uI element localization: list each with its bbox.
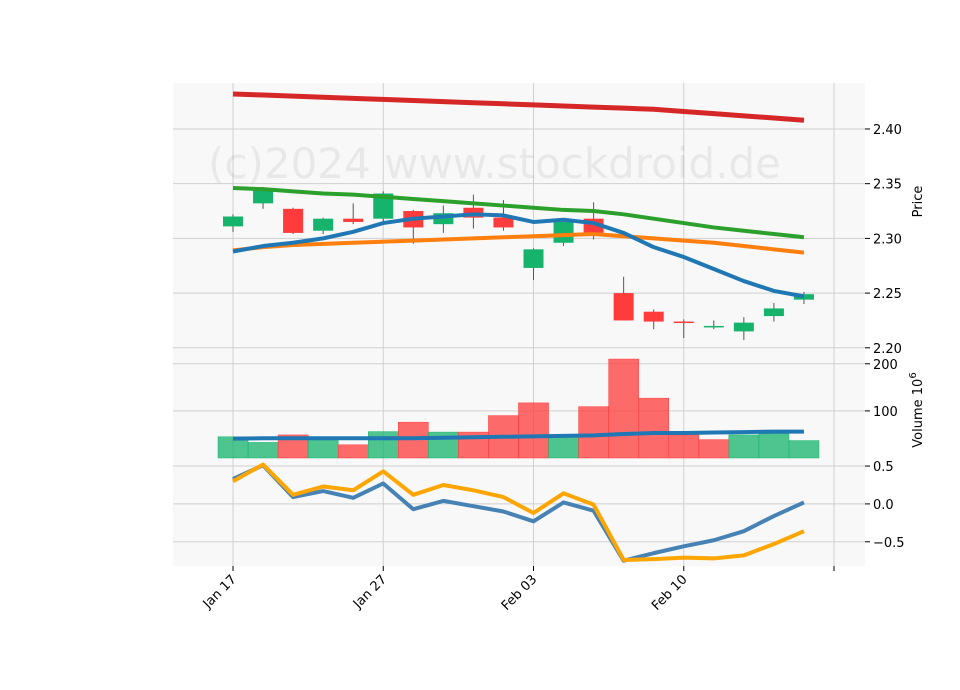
- x-axis: Jan 17 Jan 27 Feb 03 Feb 10: [200, 566, 835, 614]
- candle-up: [313, 218, 334, 231]
- oscillator-line: [232, 462, 805, 562]
- candle-up: [733, 322, 754, 332]
- volume-panel: 100 200 Volume 106: [173, 350, 926, 460]
- price-axis-label: Price: [911, 186, 926, 218]
- candle-down: [613, 293, 634, 321]
- volume-tick-label: 200: [873, 358, 898, 373]
- candle-up: [253, 188, 274, 204]
- oscillator-panel: −0.5 0.0 0.5: [173, 460, 905, 566]
- price-tick-label: 2.35: [873, 178, 902, 193]
- candle-up: [703, 325, 724, 328]
- moving-average-line: [232, 186, 805, 240]
- candle-up: [553, 221, 574, 243]
- volume-bar-up: [368, 431, 399, 459]
- candle-down: [343, 218, 364, 222]
- candle-up: [763, 308, 784, 317]
- candle-up: [793, 294, 814, 300]
- oscillator-line: [232, 463, 805, 563]
- candle-down: [643, 311, 664, 322]
- volume-bar-up: [247, 442, 279, 459]
- panel-background: [173, 460, 865, 566]
- volume-bar-up: [788, 440, 820, 459]
- volume-bar-up: [728, 434, 760, 459]
- volume-tick-label: 100: [873, 405, 898, 420]
- x-tick-label: Feb 03: [499, 572, 541, 614]
- moving-average-line: [232, 91, 805, 123]
- candle-down: [673, 321, 694, 324]
- volume-bar-down: [698, 439, 730, 459]
- volume-bar-down: [518, 402, 549, 459]
- watermark: (c)2024 www.stockdroid.de: [208, 139, 781, 188]
- price-tick-label: 2.20: [873, 342, 902, 357]
- volume-bar-up: [548, 436, 579, 459]
- candle-down: [493, 217, 514, 228]
- volume-bar-down: [337, 444, 369, 459]
- price-panel: 2.20 2.25 2.30 2.35 2.40 Price: [173, 83, 926, 357]
- x-tick-label: Feb 10: [649, 572, 691, 614]
- oscillator-tick-label: 0.5: [873, 460, 894, 475]
- moving-average-line: [232, 232, 805, 255]
- oscillator-tick-label: −0.5: [873, 536, 905, 551]
- price-tick-label: 2.30: [873, 232, 902, 247]
- candle-up: [523, 249, 544, 268]
- moving-average-line: [232, 212, 805, 299]
- candle-down: [283, 208, 304, 233]
- candle-up: [223, 216, 243, 227]
- volume-bar-down: [638, 397, 670, 459]
- oscillator-tick-label: 0.0: [873, 498, 894, 513]
- candle-up: [373, 193, 394, 219]
- volume-bar-down: [608, 358, 639, 459]
- panel-background: [173, 83, 865, 350]
- candle-up: [433, 213, 454, 225]
- volume-average-line: [232, 429, 804, 441]
- x-tick-label: Jan 27: [350, 572, 390, 612]
- x-tick-label: Jan 17: [200, 572, 240, 612]
- volume-bar-up: [307, 438, 339, 459]
- volume-axis-label: Volume 106: [908, 372, 926, 447]
- volume-bar-down: [578, 406, 609, 459]
- volume-bar-up: [758, 433, 790, 459]
- volume-bar-down: [668, 434, 700, 459]
- volume-exponent: 6: [908, 372, 919, 378]
- price-tick-label: 2.40: [873, 123, 902, 138]
- price-tick-label: 2.25: [873, 287, 902, 302]
